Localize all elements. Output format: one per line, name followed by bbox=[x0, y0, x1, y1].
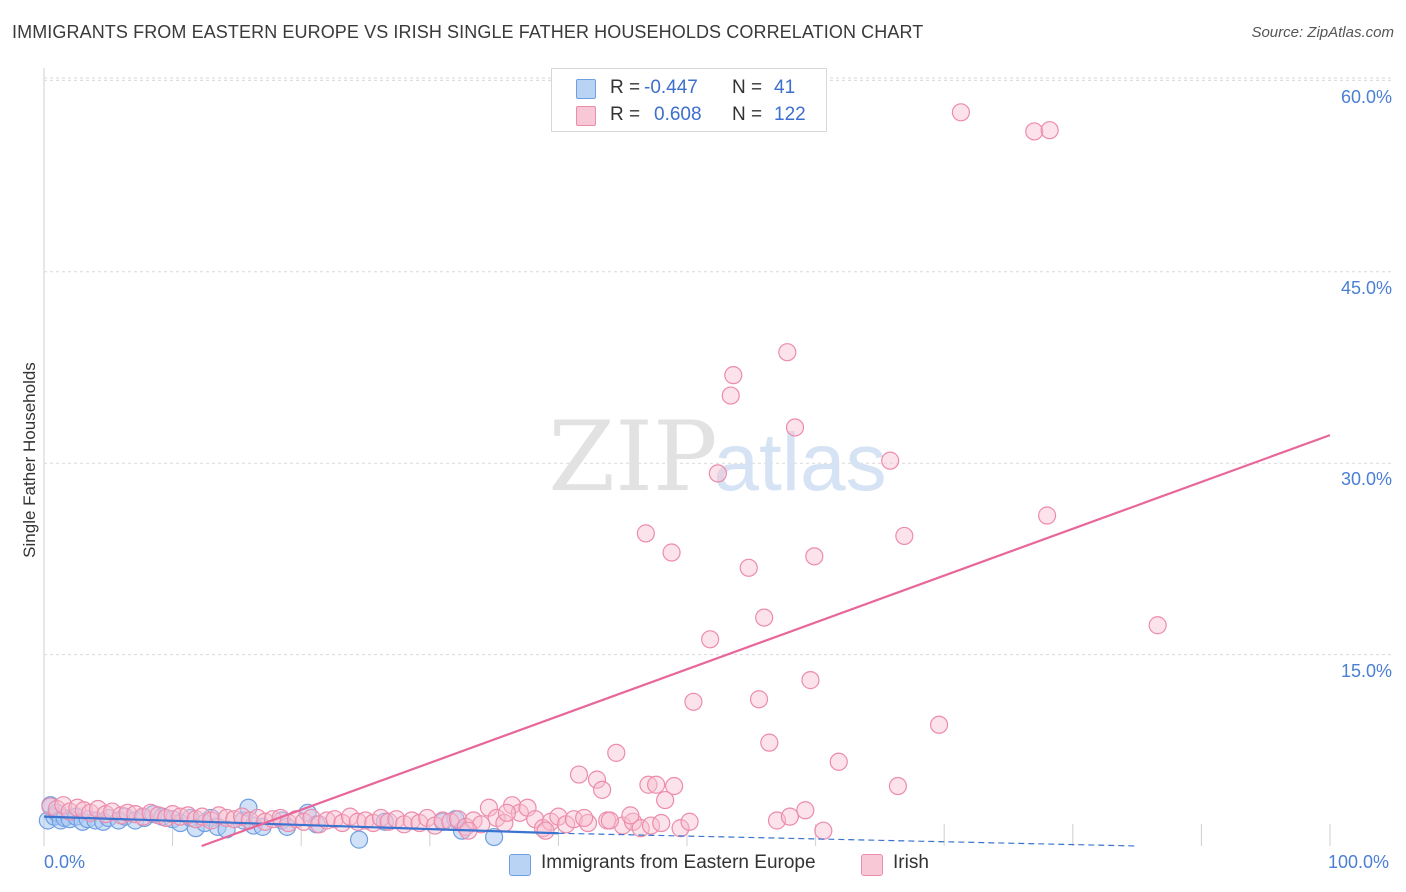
irish-point bbox=[780, 807, 799, 826]
bottom-legend-label: Immigrants from Eastern Europe bbox=[541, 852, 816, 873]
irish-point bbox=[497, 803, 517, 822]
irish-point bbox=[569, 765, 589, 784]
irish-point bbox=[652, 813, 671, 833]
legend-n-value: 41 bbox=[774, 77, 796, 98]
x-tick-label-100: 100.0% bbox=[1328, 852, 1390, 872]
chart-title: IMMIGRANTS FROM EASTERN EUROPE VS IRISH … bbox=[12, 22, 924, 42]
irish-point bbox=[951, 103, 971, 122]
y-tick-label-15: 15.0% bbox=[1340, 661, 1392, 681]
y-tick-label-60: 60.0% bbox=[1340, 87, 1392, 107]
legend-swatch-blue bbox=[576, 79, 596, 99]
irish-point bbox=[549, 807, 568, 826]
irish-point bbox=[708, 464, 727, 483]
irish-point bbox=[701, 630, 720, 649]
irish-point bbox=[671, 819, 690, 838]
irish-point bbox=[536, 821, 555, 840]
irish-point bbox=[680, 812, 699, 831]
irish-point bbox=[1025, 122, 1044, 141]
watermark-atlas: atlas bbox=[713, 417, 886, 508]
bottom-legend-label: Irish bbox=[893, 852, 929, 873]
irish-point bbox=[103, 802, 122, 821]
irish-point bbox=[684, 692, 703, 711]
irish-point bbox=[929, 715, 949, 734]
watermark-zip: ZIP bbox=[548, 401, 717, 513]
bottom-legend-swatch-pink bbox=[861, 854, 883, 876]
irish-trend-line bbox=[201, 434, 1331, 848]
irish-point bbox=[805, 547, 824, 566]
source-label: Source: ZipAtlas.com bbox=[1251, 24, 1394, 41]
irish-point bbox=[607, 743, 626, 762]
eastern-europe-point bbox=[485, 827, 504, 847]
y-tick-label-30: 30.0% bbox=[1340, 469, 1392, 489]
irish-point bbox=[749, 690, 769, 709]
irish-point bbox=[118, 803, 137, 822]
irish-point bbox=[656, 790, 675, 810]
irish-point bbox=[739, 558, 758, 577]
irish-point bbox=[636, 524, 655, 543]
irish-point bbox=[760, 733, 779, 752]
irish-point bbox=[639, 775, 658, 794]
irish-point bbox=[479, 798, 499, 817]
legend-n-label: N = bbox=[732, 77, 763, 98]
irish-point bbox=[1148, 616, 1167, 635]
irish-point bbox=[801, 671, 820, 690]
eastern-europe-point bbox=[349, 830, 369, 849]
irish-point bbox=[721, 386, 740, 405]
irish-point bbox=[593, 780, 612, 799]
bottom-legend-swatch-blue bbox=[509, 854, 531, 876]
irish-point bbox=[829, 752, 848, 771]
irish-point bbox=[647, 775, 666, 794]
irish-point bbox=[448, 810, 468, 829]
correlation-legend: R = -0.447 N = 41 R = 0.608 N = 122 bbox=[551, 68, 827, 132]
legend-r-label: R = bbox=[610, 104, 641, 125]
irish-point bbox=[895, 526, 914, 546]
irish-point bbox=[587, 770, 607, 789]
legend-n-label: N = bbox=[732, 104, 763, 125]
legend-n-value: 122 bbox=[774, 104, 806, 125]
irish-point bbox=[796, 801, 815, 820]
irish-point bbox=[665, 776, 684, 796]
legend-r-value: -0.447 bbox=[644, 77, 698, 98]
irish-point bbox=[778, 343, 797, 362]
irish-point bbox=[418, 808, 437, 828]
legend-r-value: 0.608 bbox=[654, 104, 702, 125]
y-axis-label: Single Father Households bbox=[20, 362, 39, 558]
irish-point bbox=[755, 608, 774, 627]
y-tick-label-45: 45.0% bbox=[1340, 278, 1392, 298]
irish-point bbox=[1037, 506, 1057, 525]
eastern-europe-trend-extension bbox=[558, 832, 1138, 847]
irish-point bbox=[1040, 121, 1059, 140]
legend-r-label: R = bbox=[610, 77, 641, 98]
irish-point bbox=[881, 451, 900, 470]
x-tick-label-0: 0.0% bbox=[44, 852, 86, 872]
irish-point bbox=[814, 821, 833, 840]
irish-point bbox=[600, 811, 619, 830]
eastern-europe-trend-line bbox=[43, 815, 559, 835]
irish-point bbox=[621, 806, 640, 825]
irish-point bbox=[785, 418, 805, 437]
irish-point bbox=[888, 776, 908, 796]
irish-point bbox=[724, 366, 743, 385]
irish-point bbox=[575, 808, 594, 828]
irish-point bbox=[662, 543, 681, 562]
legend-swatch-pink bbox=[576, 106, 596, 126]
